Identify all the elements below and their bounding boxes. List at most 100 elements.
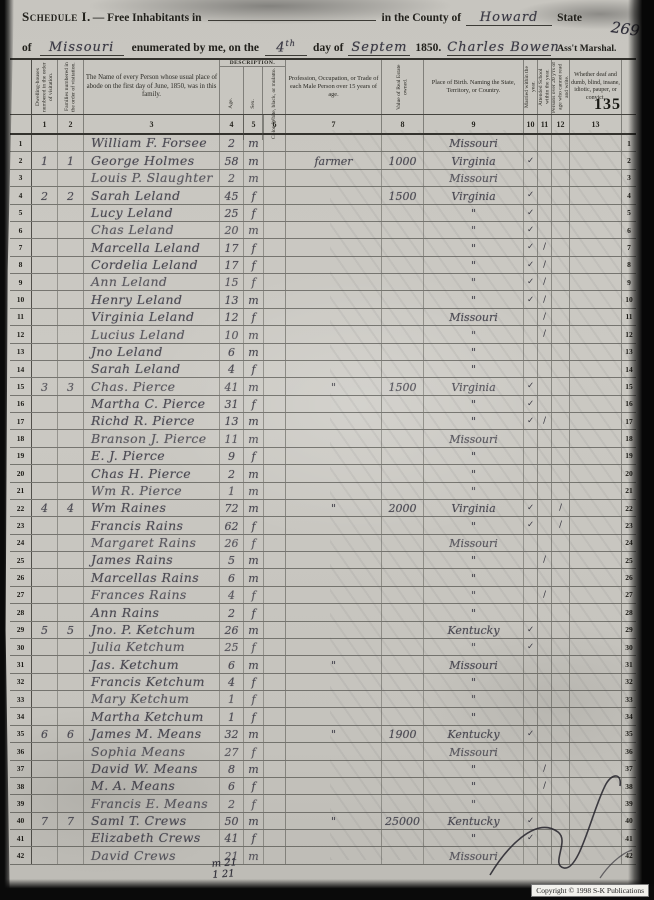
married-check-cell xyxy=(524,465,538,482)
col-number-12: 12 xyxy=(552,115,570,133)
cannot-read-slash-cell xyxy=(552,777,570,795)
real-estate-value-cell xyxy=(382,274,424,291)
cannot-read-slash-cell xyxy=(552,691,570,708)
sex-cell: f xyxy=(244,743,264,760)
family-number-cell xyxy=(58,847,84,864)
color-cell xyxy=(264,343,286,360)
header-name: The Name of every Person whose usual pla… xyxy=(84,60,220,114)
row-number-left: 8 xyxy=(10,256,32,273)
handwritten-tally: m 21 1 21 xyxy=(211,857,238,881)
real-estate-value-cell xyxy=(382,326,424,343)
copyright-label: Copyright © 1998 S-K Publications xyxy=(531,884,649,897)
col-number-13: 13 xyxy=(570,115,622,133)
name-cell: Henry Leland xyxy=(84,291,220,308)
cannot-read-slash-cell xyxy=(552,604,570,621)
table-row: 12 Lucius Leland 10 m " / 12 xyxy=(10,326,636,344)
color-cell xyxy=(264,187,286,204)
color-cell xyxy=(264,621,286,638)
table-row: 3 Louis P. Slaughter 2 m Missouri 3 xyxy=(10,169,636,188)
age-cell: 4 xyxy=(220,586,244,604)
real-estate-value-cell: 1500 xyxy=(382,378,424,395)
real-estate-value-cell xyxy=(382,691,424,708)
school-slash-cell xyxy=(538,447,552,465)
dwelling-number-cell xyxy=(32,395,58,412)
occupation-cell xyxy=(286,604,382,621)
color-cell xyxy=(264,743,286,760)
birthplace-cell: " xyxy=(424,274,524,291)
age-cell: 4 xyxy=(220,673,244,690)
dwelling-number-cell xyxy=(32,308,58,326)
dwelling-number-cell xyxy=(32,430,58,447)
table-header-row: Dwelling-houses numbered in the order of… xyxy=(10,58,636,141)
birthplace-cell: " xyxy=(424,830,524,847)
header-profession: Profession, Occupation, or Trade of each… xyxy=(286,60,382,114)
cannot-read-slash-cell xyxy=(552,378,570,395)
age-cell: 1 xyxy=(220,482,244,499)
color-cell xyxy=(264,725,286,743)
cannot-read-slash-cell xyxy=(552,430,570,447)
family-number-cell xyxy=(58,326,84,343)
age-cell: 10 xyxy=(220,326,244,343)
col-number-7: 7 xyxy=(286,115,382,133)
real-estate-value-cell xyxy=(382,638,424,656)
sex-cell: m xyxy=(244,413,264,430)
age-cell: 5 xyxy=(220,552,244,569)
occupation-cell xyxy=(286,743,382,760)
dwelling-number-cell xyxy=(32,274,58,291)
name-cell: James M. Means xyxy=(84,725,220,743)
table-row: 13 Jno Leland 6 m " 13 xyxy=(10,343,636,361)
dwelling-number-cell xyxy=(32,691,58,708)
age-cell: 26 xyxy=(220,621,244,638)
dwelling-number-cell xyxy=(32,326,58,343)
cannot-read-slash-cell xyxy=(552,343,570,360)
age-cell: 2 xyxy=(220,135,244,152)
occupation-cell xyxy=(286,847,382,864)
disability-cell xyxy=(570,812,622,829)
age-cell: 41 xyxy=(220,378,244,395)
sex-cell: f xyxy=(244,274,264,291)
age-cell: 20 xyxy=(220,221,244,239)
dwelling-number-cell xyxy=(32,586,58,604)
real-estate-value-cell xyxy=(382,204,424,221)
color-cell xyxy=(264,604,286,621)
birthplace-cell: " xyxy=(424,413,524,430)
disability-cell xyxy=(570,395,622,412)
locality-blank-line xyxy=(207,8,376,21)
dwelling-number-cell xyxy=(32,638,58,656)
col-number-11: 11 xyxy=(538,115,552,133)
color-cell xyxy=(264,569,286,586)
age-cell: 45 xyxy=(220,187,244,204)
name-cell: Lucius Leland xyxy=(84,326,220,343)
family-number-cell xyxy=(58,482,84,499)
occupation-cell: " xyxy=(286,656,382,673)
occupation-cell: farmer xyxy=(286,152,382,169)
married-check-cell: ✓ xyxy=(524,725,538,743)
family-number-cell xyxy=(58,395,84,412)
cannot-read-slash-cell xyxy=(552,135,570,152)
row-number-left: 21 xyxy=(10,482,32,499)
family-number-cell xyxy=(58,691,84,708)
family-number-cell xyxy=(58,135,84,152)
occupation-cell xyxy=(286,274,382,291)
married-check-cell xyxy=(524,482,538,499)
scan-border-right xyxy=(628,0,654,900)
sex-cell: f xyxy=(244,586,264,604)
married-check-cell xyxy=(524,691,538,708)
row-number-left: 29 xyxy=(10,621,32,638)
disability-cell xyxy=(570,221,622,239)
name-cell: Lucy Leland xyxy=(84,204,220,221)
table-row: 29 5 5 Jno. P. Ketchum 26 m Kentucky ✓ 2… xyxy=(10,621,636,639)
table-row: 37 David W. Means 8 m " / 37 xyxy=(10,760,636,778)
school-slash-cell xyxy=(538,221,552,239)
color-cell xyxy=(264,169,286,187)
sex-cell: f xyxy=(244,708,264,725)
birthplace-cell: Virginia xyxy=(424,187,524,204)
sex-cell: m xyxy=(244,621,264,638)
school-slash-cell xyxy=(538,360,552,378)
family-number-cell xyxy=(58,430,84,447)
cannot-read-slash-cell xyxy=(552,187,570,204)
married-check-cell xyxy=(524,656,538,673)
name-cell: Mary Ketchum xyxy=(84,691,220,708)
table-row: 15 3 3 Chas. Pierce 41 m " 1500 Virginia… xyxy=(10,378,636,396)
name-cell: Martha Ketchum xyxy=(84,708,220,725)
